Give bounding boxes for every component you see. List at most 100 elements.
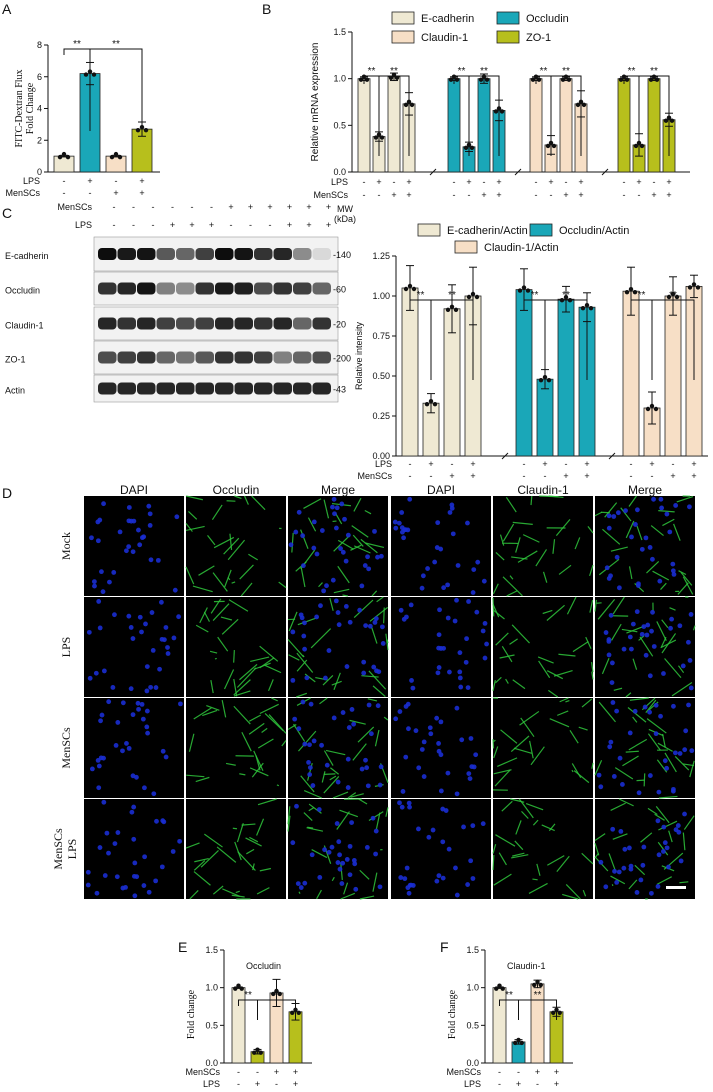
nucleus bbox=[376, 669, 382, 675]
junction-signal bbox=[493, 739, 496, 743]
blot-sign: - bbox=[132, 220, 135, 230]
nucleus bbox=[656, 789, 662, 795]
bar bbox=[511, 1041, 526, 1064]
junction-signal bbox=[259, 867, 272, 872]
junction-signal bbox=[556, 855, 570, 873]
condition-sign: - bbox=[63, 176, 66, 186]
junction-signal bbox=[323, 499, 330, 519]
micrograph-bg bbox=[493, 799, 593, 899]
junction-signal bbox=[352, 534, 364, 547]
nucleus bbox=[89, 535, 94, 541]
junction-signal bbox=[594, 599, 597, 612]
nucleus bbox=[128, 518, 134, 524]
nucleus bbox=[366, 566, 372, 572]
junction-signal bbox=[557, 710, 569, 716]
junction-signal bbox=[492, 597, 495, 617]
nucleus bbox=[146, 503, 152, 509]
nucleus bbox=[324, 762, 330, 768]
micrograph-row-label-line: LPS bbox=[65, 839, 79, 860]
nucleus bbox=[447, 510, 453, 515]
nucleus bbox=[120, 700, 126, 706]
nucleus bbox=[436, 665, 442, 670]
significance-label: ** bbox=[638, 290, 646, 301]
junction-signal bbox=[628, 495, 637, 507]
nucleus bbox=[364, 765, 370, 771]
condition-sign: + bbox=[563, 471, 568, 481]
data-point bbox=[649, 403, 655, 409]
blot-band bbox=[312, 351, 331, 364]
nucleus bbox=[301, 633, 307, 639]
nucleus bbox=[408, 602, 414, 608]
data-point bbox=[61, 151, 67, 157]
nucleus bbox=[420, 573, 426, 579]
condition-sign: - bbox=[453, 177, 456, 187]
nucleus bbox=[163, 625, 169, 630]
blot-band bbox=[98, 382, 117, 395]
nucleus bbox=[662, 758, 668, 764]
data-point bbox=[466, 294, 472, 300]
data-point bbox=[695, 285, 701, 290]
junction-signal bbox=[578, 726, 588, 731]
junction-signal bbox=[287, 723, 297, 730]
condition-sign: - bbox=[535, 177, 538, 187]
blot-row-label: Actin bbox=[5, 386, 25, 396]
nucleus bbox=[440, 839, 446, 845]
nucleus bbox=[671, 703, 676, 709]
nucleus bbox=[113, 742, 119, 748]
chart-title: Claudin-1 bbox=[507, 961, 546, 971]
nucleus bbox=[375, 554, 380, 560]
junction-signal bbox=[276, 784, 280, 787]
nucleus bbox=[454, 791, 460, 797]
nucleus bbox=[324, 583, 329, 589]
condition-sign: - bbox=[115, 176, 118, 186]
condition-sign: + bbox=[548, 177, 553, 187]
blot-sign: + bbox=[209, 220, 214, 230]
nucleus bbox=[464, 636, 469, 642]
condition-sign: + bbox=[113, 188, 118, 198]
blot-band bbox=[137, 317, 156, 330]
junction-signal bbox=[679, 881, 689, 884]
junction-signal bbox=[358, 798, 368, 805]
blot-band bbox=[137, 382, 156, 395]
junction-signal bbox=[643, 773, 646, 787]
mw-marker: -200 bbox=[333, 354, 351, 364]
data-point bbox=[691, 282, 697, 287]
junction-signal bbox=[571, 763, 582, 779]
nucleus bbox=[407, 804, 412, 810]
junction-signal bbox=[333, 672, 341, 691]
nucleus bbox=[434, 545, 440, 550]
junction-signal bbox=[661, 733, 666, 748]
data-point bbox=[135, 127, 141, 133]
junction-signal bbox=[522, 534, 540, 543]
nucleus bbox=[295, 881, 301, 887]
condition-sign: + bbox=[255, 1079, 260, 1089]
data-point bbox=[551, 1010, 556, 1015]
condition-sign: - bbox=[550, 190, 553, 200]
blot-band bbox=[215, 351, 234, 364]
data-point bbox=[628, 287, 634, 292]
nucleus bbox=[147, 511, 153, 517]
nucleus bbox=[307, 765, 313, 771]
junction-signal bbox=[206, 704, 220, 711]
nucleus bbox=[148, 557, 154, 563]
junction-signal bbox=[264, 664, 282, 674]
nucleus bbox=[153, 685, 159, 690]
nucleus bbox=[311, 519, 317, 525]
junction-signal bbox=[222, 888, 240, 897]
nucleus bbox=[598, 859, 604, 865]
nucleus bbox=[628, 866, 634, 872]
nucleus bbox=[616, 869, 622, 875]
y-tick-label: 0.75 bbox=[372, 331, 390, 341]
y-tick-label: 0.5 bbox=[333, 120, 346, 130]
nucleus bbox=[349, 820, 355, 826]
y-tick-label: 4 bbox=[37, 104, 42, 114]
junction-signal bbox=[259, 703, 279, 715]
nucleus bbox=[91, 579, 97, 585]
junction-signal bbox=[332, 791, 349, 799]
blot-band bbox=[117, 351, 136, 364]
data-point bbox=[403, 102, 409, 108]
junction-signal bbox=[303, 498, 322, 509]
junction-signal bbox=[288, 654, 300, 661]
mw-marker: -140 bbox=[333, 250, 351, 260]
legend-swatch bbox=[496, 30, 520, 44]
